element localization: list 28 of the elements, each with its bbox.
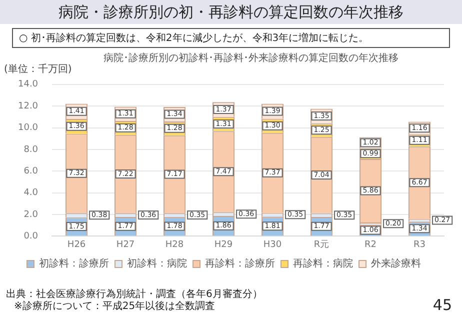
- y-axis-title: (単位：千万回): [4, 62, 72, 76]
- chart-subtitle: ○ 初･再診料の算定回数は、令和2年に減少したが、令和3年に増加に転じた。: [12, 28, 450, 48]
- text: ※診療所について：平成25年以後は全数調査: [13, 301, 216, 313]
- y-tick-label: 8.0: [24, 144, 38, 155]
- y-tick-label: 4.0: [24, 188, 38, 198]
- y-tick-label: 10.0: [18, 123, 38, 134]
- text: 病院･診療所別の初診料･再診料･外来診療料の算定回数の年次推移: [102, 52, 400, 65]
- legend-label: 外来診療料: [371, 258, 421, 270]
- text: 45: [432, 296, 452, 314]
- legend-label: 初診料：病院: [127, 258, 187, 270]
- legend-label: 再診料：診療所: [205, 258, 275, 270]
- source-note: 出典：社会医療診療行為別統計・調査（各年6月審査分）: [6, 289, 262, 300]
- x-tick-label: H28: [165, 240, 184, 250]
- legend-label: 再診料：病院: [293, 258, 353, 270]
- x-tick-label: H27: [116, 240, 135, 250]
- x-tick-label: H29: [214, 240, 233, 250]
- y-tick-label: 6.0: [24, 166, 38, 176]
- x-tick-label: R3: [414, 240, 426, 250]
- x-tick-label: R2: [364, 240, 376, 250]
- y-tick-label: 12.0: [18, 101, 38, 112]
- y-tick-label: 0.0: [24, 232, 38, 242]
- legend-label: 初診料：診療所: [39, 258, 109, 270]
- y-tick-label: 14.0: [18, 80, 38, 90]
- y-tick-label: 2.0: [24, 210, 38, 220]
- x-tick-label: H30: [263, 240, 282, 250]
- x-tick-label: H26: [67, 240, 86, 250]
- x-tick-label: R元: [314, 238, 330, 250]
- chart-title: 病院・診療所別の初・再診料の算定回数の年次推移: [0, 0, 462, 24]
